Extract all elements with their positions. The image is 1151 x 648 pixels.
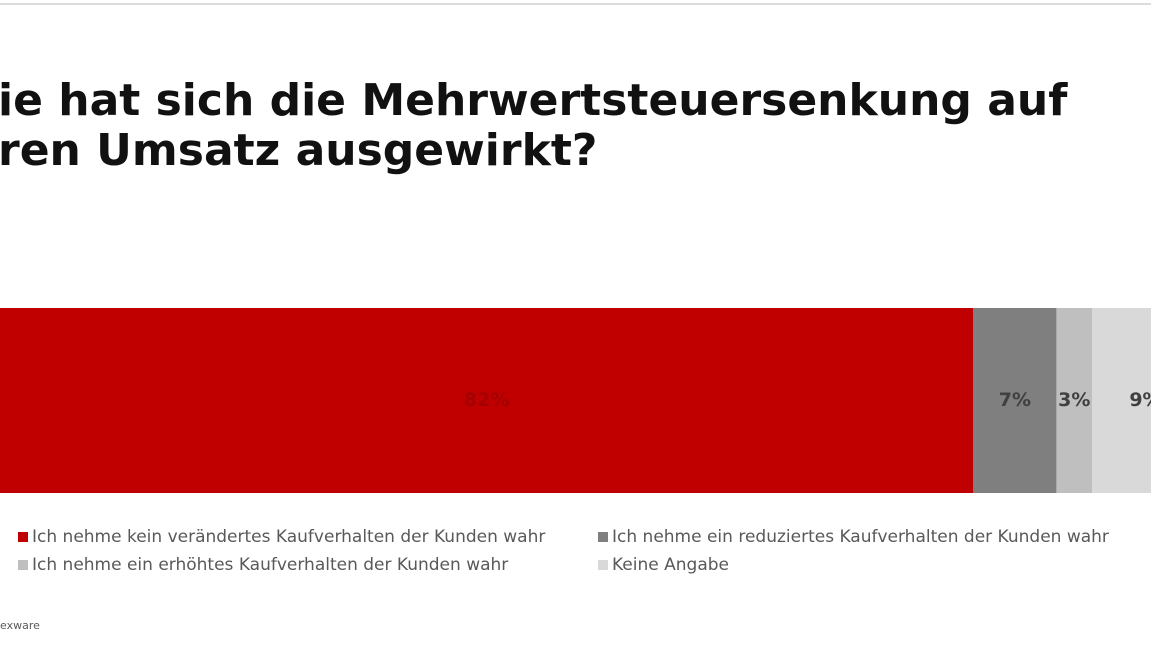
legend-label: Ich nehme kein verändertes Kaufverhalten… <box>32 527 545 547</box>
legend-swatch <box>598 532 608 542</box>
chart-title: ie hat sich die Mehrwertsteuersenkung au… <box>0 75 1068 126</box>
legend-swatch <box>18 532 28 542</box>
value-label: 3% <box>1058 389 1090 411</box>
legend-swatch <box>598 560 608 570</box>
value-label: 82% <box>464 389 509 411</box>
bar-segment <box>0 308 974 493</box>
bar-segment <box>973 308 1057 493</box>
legend-label: Keine Angabe <box>612 555 729 575</box>
legend-swatch <box>18 560 28 570</box>
chart-title: ren Umsatz ausgewirkt? <box>0 125 597 176</box>
source: exware <box>0 619 40 632</box>
legend-label: Ich nehme ein reduziertes Kaufverhalten … <box>612 527 1109 547</box>
legend-label: Ich nehme ein erhöhtes Kaufverhalten der… <box>32 555 508 575</box>
bar-segment <box>1056 308 1093 493</box>
value-label: 7% <box>999 389 1031 411</box>
value-label: 9% <box>1129 389 1151 411</box>
bar-segment <box>1092 308 1151 493</box>
